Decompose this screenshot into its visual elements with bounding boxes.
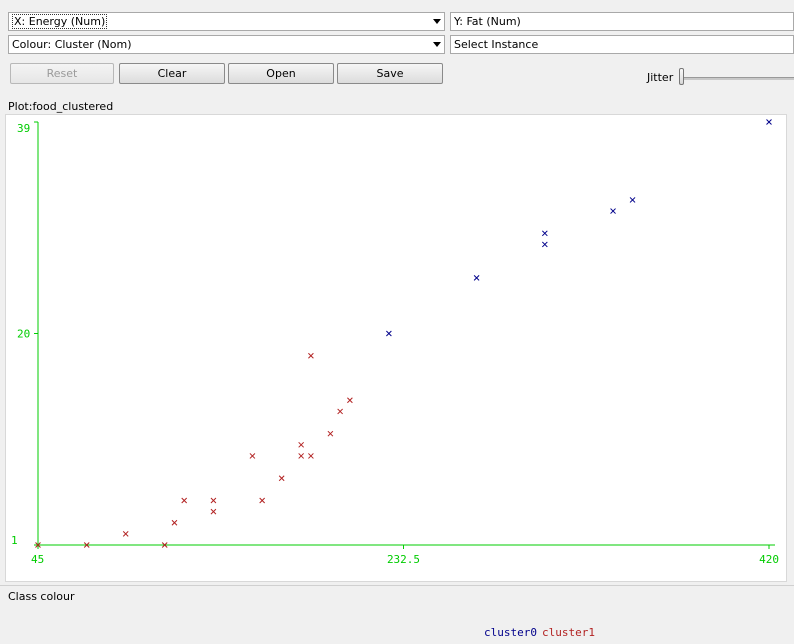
save-button[interactable]: Save: [337, 63, 443, 84]
legend-item-cluster0[interactable]: cluster0: [484, 626, 537, 639]
point-cluster1: [278, 475, 285, 482]
point-marker-stroke: [122, 531, 129, 537]
jitter-slider-track[interactable]: [681, 77, 794, 80]
reset-button[interactable]: Reset: [10, 63, 114, 84]
instance-selector-value: Select Instance: [454, 38, 539, 51]
x-tick-label: 232.5: [387, 553, 420, 566]
point-cluster1: [210, 497, 217, 504]
y-tick-label: 20: [17, 328, 30, 341]
point-marker-stroke: [161, 542, 168, 548]
point-cluster1: [161, 542, 168, 548]
point-cluster1: [122, 531, 129, 537]
point-marker-stroke: [629, 197, 636, 203]
point-cluster1: [181, 497, 188, 504]
point-cluster1: [337, 408, 344, 415]
x-tick-label: 420: [759, 553, 779, 566]
x-tick-label: 45: [31, 553, 44, 566]
y-tick-label: 39: [17, 122, 30, 135]
point-marker-stroke: [766, 119, 772, 125]
point-marker-stroke: [337, 408, 344, 415]
point-cluster1: [210, 508, 217, 515]
open-button[interactable]: Open: [228, 63, 334, 84]
instance-selector[interactable]: Select Instance: [450, 35, 794, 54]
y-axis-selector-value: Y: Fat (Num): [454, 15, 521, 28]
point-cluster0: [629, 197, 636, 203]
point-cluster1: [171, 519, 178, 526]
point-cluster0: [610, 208, 616, 214]
point-marker-stroke: [35, 542, 41, 548]
point-marker-stroke: [259, 497, 266, 504]
point-cluster1: [83, 542, 90, 548]
point-marker-stroke: [327, 430, 334, 437]
point-marker-stroke: [181, 497, 188, 504]
clear-button[interactable]: Clear: [119, 63, 225, 84]
class-colour-panel: Class colour cluster0 cluster1: [0, 585, 794, 644]
point-marker-stroke: [249, 453, 256, 459]
plot-title: Plot:food_clustered: [8, 100, 114, 113]
legend-item-cluster1[interactable]: cluster1: [541, 626, 595, 639]
point-cluster0: [386, 330, 392, 337]
point-marker-stroke: [308, 453, 314, 459]
point-marker-stroke: [347, 397, 353, 404]
chevron-down-icon: [433, 42, 441, 47]
point-cluster1: [347, 397, 353, 404]
point-marker-stroke: [541, 241, 548, 248]
point-marker-stroke: [610, 208, 616, 214]
point-cluster1: [249, 453, 256, 459]
point-cluster1: [327, 430, 334, 437]
point-marker-stroke: [298, 441, 305, 448]
point-marker-stroke: [171, 519, 178, 526]
point-cluster1: [35, 542, 41, 548]
x-axis-selector[interactable]: X: Energy (Num): [8, 12, 445, 31]
point-marker-stroke: [386, 330, 392, 337]
point-marker-stroke: [541, 230, 548, 237]
scatter-plot-svg: 1 20 39 45 232.5 420: [11, 119, 779, 566]
class-colour-title: Class colour: [8, 590, 75, 603]
point-cluster1: [308, 453, 314, 459]
y-tick-label: 1: [11, 534, 18, 547]
y-axis-selector[interactable]: Y: Fat (Num): [450, 12, 794, 31]
point-marker-stroke: [308, 352, 314, 359]
point-marker-stroke: [83, 542, 90, 548]
point-marker-stroke: [298, 453, 305, 459]
jitter-slider-thumb[interactable]: [679, 68, 684, 85]
class-legend: cluster0 cluster1: [484, 626, 600, 639]
point-cluster0: [541, 230, 548, 237]
point-cluster0: [766, 119, 772, 125]
scatter-plot[interactable]: 1 20 39 45 232.5 420: [5, 114, 787, 582]
point-cluster1: [259, 497, 266, 504]
point-marker-stroke: [210, 508, 217, 515]
x-axis-selector-value: X: Energy (Num): [12, 14, 108, 29]
point-cluster1: [298, 453, 305, 459]
colour-selector[interactable]: Colour: Cluster (Nom): [8, 35, 445, 54]
jitter-label: Jitter: [647, 71, 674, 84]
point-marker-stroke: [210, 497, 217, 504]
colour-selector-value: Colour: Cluster (Nom): [12, 38, 132, 51]
point-cluster1: [308, 352, 314, 359]
point-marker-stroke: [278, 475, 285, 482]
point-cluster1: [298, 441, 305, 448]
point-cluster0: [473, 274, 480, 281]
chevron-down-icon: [433, 19, 441, 24]
point-cluster0: [541, 241, 548, 248]
point-marker-stroke: [473, 274, 480, 281]
